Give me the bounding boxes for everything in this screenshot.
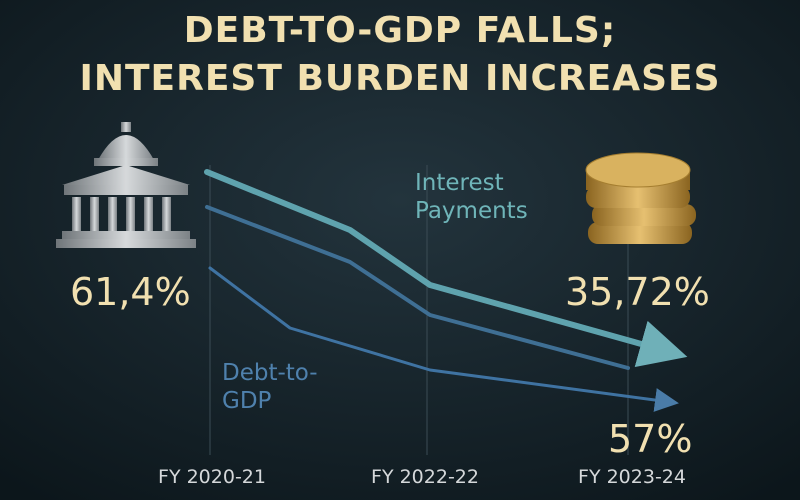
x-label: FY 2023-24 [578,466,686,488]
x-label: FY 2022-22 [371,466,479,488]
series-label: Payments [415,198,528,224]
building-icon [56,122,196,248]
x-label: FY 2020-21 [158,466,266,488]
series-label: GDP [222,388,272,414]
callout: 61,4% [70,270,191,314]
callout: 35,72% [565,270,710,314]
debt-line [208,266,679,412]
series-label: Debt-to- [222,360,318,386]
title-line: INTEREST BURDEN INCREASES [79,58,720,99]
lines [204,169,688,412]
series-label: Interest [415,170,504,196]
callout: 57% [608,417,692,461]
mid-line [205,205,630,370]
title-line: DEBT-TO-GDP FALLS; [184,10,616,51]
interest-line [204,169,688,368]
coins-icon [585,152,696,244]
